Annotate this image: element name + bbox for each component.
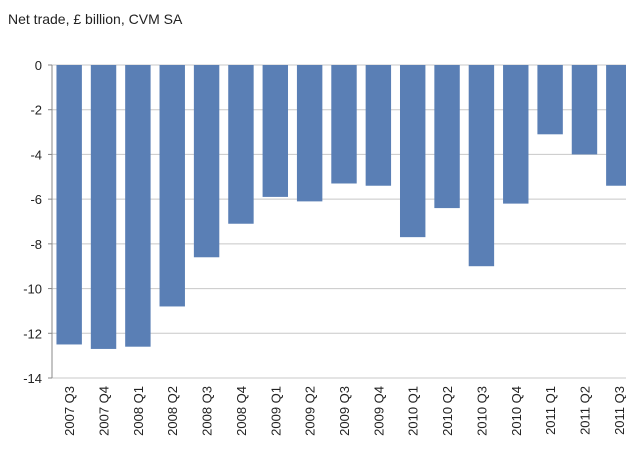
bar bbox=[228, 65, 254, 224]
bar bbox=[503, 65, 529, 204]
x-tick-label: 2008 Q1 bbox=[131, 386, 146, 436]
x-tick-label: 2008 Q2 bbox=[165, 386, 180, 436]
y-tick-label: -12 bbox=[23, 326, 42, 341]
bar bbox=[468, 65, 495, 267]
x-tick-label: 2011 Q1 bbox=[543, 386, 558, 435]
bar bbox=[365, 65, 392, 186]
x-tick-label: 2009 Q3 bbox=[337, 386, 352, 436]
bar bbox=[56, 65, 82, 345]
bar bbox=[399, 65, 426, 238]
y-tick-label: -2 bbox=[30, 103, 42, 118]
x-tick-label: 2011 Q2 bbox=[577, 386, 592, 435]
y-tick-label: -14 bbox=[23, 371, 42, 386]
bar bbox=[262, 65, 289, 197]
x-tick-label: 2010 Q3 bbox=[474, 386, 489, 436]
x-tick-label: 2010 Q4 bbox=[509, 386, 524, 436]
x-tick-label: 2009 Q2 bbox=[303, 386, 318, 436]
bar bbox=[125, 65, 151, 347]
x-tick-label: 2010 Q2 bbox=[440, 386, 455, 436]
x-tick-label: 2010 Q1 bbox=[406, 386, 421, 436]
y-tick-label: 0 bbox=[35, 58, 42, 73]
y-tick-label: -10 bbox=[23, 282, 42, 297]
bar bbox=[90, 65, 117, 349]
bar bbox=[434, 65, 460, 209]
x-tick-label: 2007 Q4 bbox=[97, 386, 112, 436]
y-tick-label: -4 bbox=[30, 147, 42, 162]
x-tick-label: 2008 Q3 bbox=[200, 386, 215, 436]
bar bbox=[193, 65, 220, 258]
x-tick-label: 2009 Q4 bbox=[371, 386, 386, 436]
bar bbox=[331, 65, 357, 184]
y-tick-label: -6 bbox=[30, 192, 42, 207]
x-tick-label: 2009 Q1 bbox=[268, 386, 283, 436]
y-tick-label: -8 bbox=[30, 237, 42, 252]
bar bbox=[537, 65, 563, 135]
x-tick-label: 2008 Q4 bbox=[234, 386, 249, 436]
chart-title: Net trade, £ billion, CVM SA bbox=[8, 11, 183, 27]
x-tick-label: 2011 Q3 bbox=[612, 386, 626, 435]
bar bbox=[159, 65, 185, 307]
bar bbox=[296, 65, 323, 202]
bar bbox=[571, 65, 598, 155]
bar bbox=[606, 65, 626, 186]
x-tick-label: 2007 Q3 bbox=[62, 386, 77, 436]
